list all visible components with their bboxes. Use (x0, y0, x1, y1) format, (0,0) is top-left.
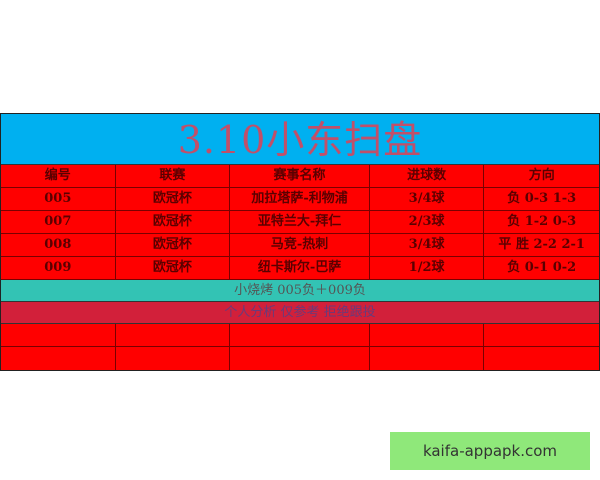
cell-direction: 负 1-2 0-3 (507, 214, 577, 229)
cell-match: 纽卡斯尔-巴萨 (230, 257, 370, 279)
cell-direction: 负 0-3 1-3 (507, 191, 577, 206)
cell-match: 亚特兰大-拜仁 (230, 211, 370, 233)
table-row: 008 欧冠杯 马竞-热刺 3/4球 平 胜 2-2 2-1 (1, 234, 599, 257)
header-goals: 进球数 (370, 165, 485, 187)
empty-cell (1, 324, 116, 346)
empty-cell (230, 347, 370, 370)
cell-league: 欧冠杯 (116, 188, 231, 210)
table-title: 3.10小东扫盘 (1, 114, 599, 165)
picks-table: 3.10小东扫盘 编号 联赛 赛事名称 进球数 方向 005 欧冠杯 加拉塔萨-… (0, 113, 600, 371)
empty-cell (370, 324, 485, 346)
cell-id: 008 (1, 234, 116, 256)
table-row: 007 欧冠杯 亚特兰大-拜仁 2/3球 负 1-2 0-3 (1, 211, 599, 234)
empty-cell (116, 324, 231, 346)
table-row: 009 欧冠杯 纽卡斯尔-巴萨 1/2球 负 0-1 0-2 (1, 257, 599, 280)
cell-league: 欧冠杯 (116, 234, 231, 256)
empty-cell (370, 347, 485, 370)
cell-id: 007 (1, 211, 116, 233)
header-row: 编号 联赛 赛事名称 进球数 方向 (1, 165, 599, 188)
watermark: kaifa-appapk.com (390, 432, 590, 470)
cell-id: 009 (1, 257, 116, 279)
empty-cell (484, 347, 599, 370)
disclaimer-row: 个人分析 仅参考 拒绝跟投 (1, 302, 599, 324)
cell-direction: 负 0-1 0-2 (507, 260, 577, 275)
empty-row (1, 347, 599, 370)
cell-league: 欧冠杯 (116, 257, 231, 279)
empty-cell (484, 324, 599, 346)
empty-cell (230, 324, 370, 346)
empty-row (1, 324, 599, 347)
header-match: 赛事名称 (230, 165, 370, 187)
cell-league: 欧冠杯 (116, 211, 231, 233)
cell-match: 马竞-热刺 (230, 234, 370, 256)
cell-goals: 3/4球 (370, 234, 485, 256)
cell-direction: 平 胜 2-2 2-1 (498, 237, 585, 252)
header-league: 联赛 (116, 165, 231, 187)
header-id: 编号 (1, 165, 116, 187)
empty-cell (116, 347, 231, 370)
cell-id: 005 (1, 188, 116, 210)
table-row: 005 欧冠杯 加拉塔萨-利物浦 3/4球 负 0-3 1-3 (1, 188, 599, 211)
cell-match: 加拉塔萨-利物浦 (230, 188, 370, 210)
cell-goals: 1/2球 (370, 257, 485, 279)
cell-goals: 2/3球 (370, 211, 485, 233)
empty-cell (1, 347, 116, 370)
combo-row: 小烧烤 005负＋009负 (1, 280, 599, 302)
header-direction: 方向 (528, 168, 555, 183)
cell-goals: 3/4球 (370, 188, 485, 210)
